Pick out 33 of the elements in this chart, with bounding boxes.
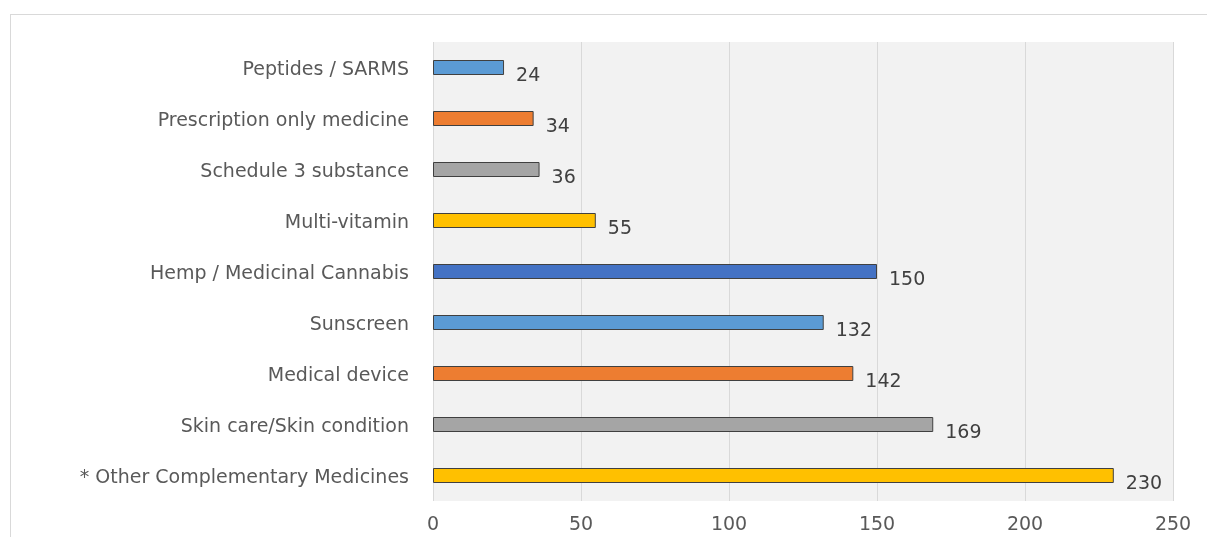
- x-tick-label: 0: [426, 511, 440, 534]
- y-tick-label: Prescription only medicine: [157, 107, 409, 130]
- y-tick-label: Skin care/Skin condition: [180, 413, 409, 436]
- data-label: 169: [945, 419, 982, 442]
- y-tick-label: Sunscreen: [309, 311, 409, 334]
- bar: [433, 315, 824, 330]
- y-tick-label: Peptides / SARMS: [242, 56, 409, 79]
- bar: [433, 60, 505, 75]
- y-tick-label: Hemp / Medicinal Cannabis: [149, 260, 409, 283]
- data-label: 24: [516, 62, 541, 85]
- data-label: 142: [865, 368, 902, 391]
- data-label: 55: [607, 215, 632, 238]
- bar: [433, 366, 854, 381]
- y-tick-label: Medical device: [267, 362, 409, 385]
- y-tick-label: * Other Complementary Medicines: [79, 464, 409, 487]
- y-tick-label: Schedule 3 substance: [200, 158, 409, 181]
- x-tick-label: 250: [1154, 511, 1192, 534]
- bar: [433, 417, 934, 432]
- bar: [433, 162, 540, 177]
- x-tick-label: 100: [710, 511, 748, 534]
- data-label: 132: [835, 317, 872, 340]
- data-label: 150: [889, 266, 926, 289]
- bar: [433, 468, 1114, 483]
- data-label: 34: [545, 113, 570, 136]
- data-label: 36: [551, 164, 576, 187]
- bar: [433, 213, 596, 228]
- y-tick-label: Multi-vitamin: [284, 209, 409, 232]
- data-label: 230: [1125, 470, 1163, 493]
- bar: [433, 111, 534, 126]
- x-tick-label: 50: [568, 511, 594, 534]
- x-tick-label: 150: [858, 511, 896, 534]
- x-tick-label: 200: [1006, 511, 1044, 534]
- bar: [433, 264, 877, 279]
